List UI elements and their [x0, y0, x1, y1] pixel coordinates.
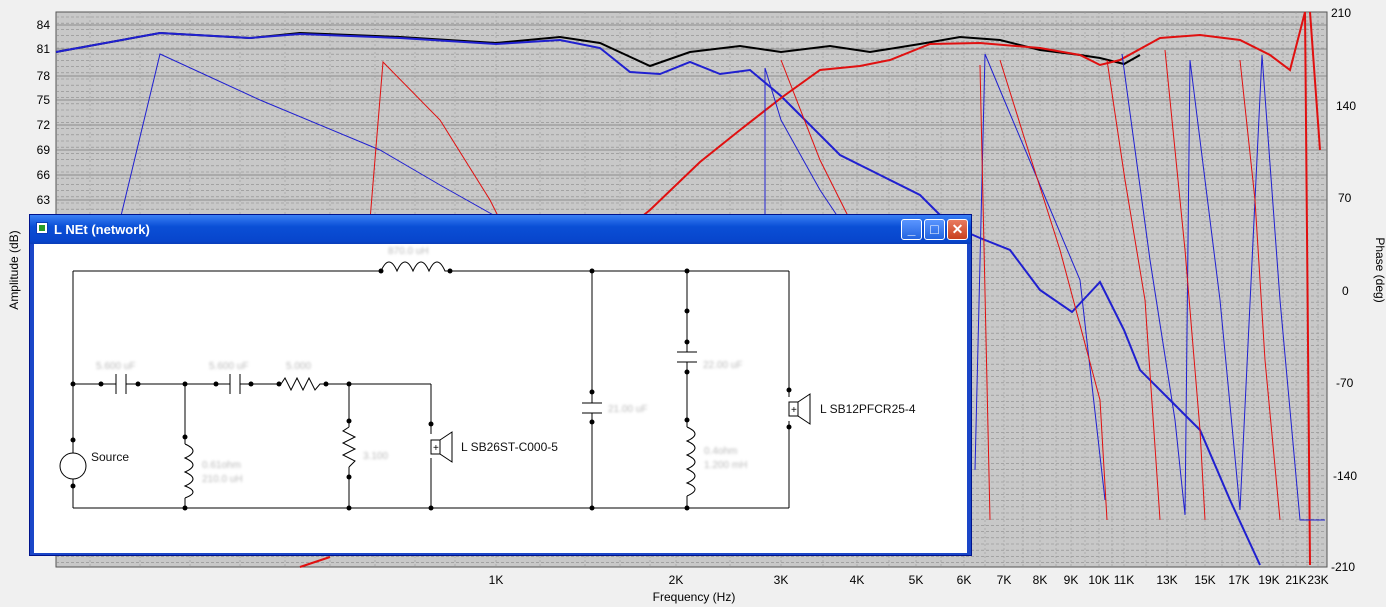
shunt-inductor-value-1: 0.61ohm [202, 460, 241, 471]
response-curves [55, 11, 1325, 568]
series-resistor-symbol[interactable] [280, 376, 324, 392]
frequency-tick: 3K [774, 573, 789, 587]
source-symbol[interactable] [59, 452, 87, 480]
frequency-tick: 6K [957, 573, 972, 587]
phase-tick: 0 [1342, 284, 1349, 298]
notch-capacitor-value: 22.00 uF [703, 360, 742, 371]
notch-inductor-value-1: 0.4ohm [704, 446, 737, 457]
minimize-button[interactable]: _ [901, 219, 922, 240]
amplitude-tick-labels: 84 81 78 75 72 69 66 63 [37, 18, 51, 207]
crossover-schematic: + + Source L S [59, 246, 916, 511]
amplitude-tick: 63 [37, 193, 51, 207]
window-title: L NEt (network) [54, 222, 150, 237]
cap2-value: 5.600 uF [209, 361, 248, 372]
frequency-tick: 11K [1114, 573, 1134, 587]
amplitude-tick: 78 [37, 69, 51, 83]
series-inductor-symbol[interactable] [380, 261, 450, 273]
phase-tick: -140 [1333, 469, 1357, 483]
y-axis-title: Amplitude (dB) [7, 230, 21, 309]
woofer-amplitude-curve [55, 31, 1261, 566]
frequency-tick: 13K [1156, 573, 1177, 587]
tweeter-label: L SB26ST-C000-5 [461, 440, 558, 454]
frequency-tick: 9K [1064, 573, 1079, 587]
wires [72, 270, 790, 509]
phase-tick: 140 [1336, 99, 1356, 113]
amplitude-tick: 75 [37, 93, 51, 107]
frequency-tick-labels: 1K 2K 3K 4K 5K 6K 7K 8K 9K 10K 11K 13K 1… [489, 573, 1329, 587]
series-resistor-value: 5.000 [286, 361, 311, 372]
amplitude-tick: 69 [37, 143, 51, 157]
frequency-tick: 7K [997, 573, 1012, 587]
cap1-value: 5.600 uF [96, 361, 135, 372]
shunt-resistor-value: 3.100 [363, 451, 388, 462]
close-button[interactable]: ✕ [947, 219, 968, 240]
series-inductor-value: 870.0 uH [388, 246, 429, 257]
shunt-capacitor-value: 21.00 uF [608, 404, 647, 415]
amplitude-tick: 66 [37, 168, 51, 182]
source-label: Source [91, 450, 129, 464]
notch-inductor-value-2: 1.200 mH [704, 460, 747, 471]
window-titlebar[interactable]: L NEt (network) _ □ ✕ [30, 215, 971, 244]
frequency-tick: 17K [1228, 573, 1249, 587]
phase-tick: 210 [1331, 6, 1351, 20]
amplitude-tick: 81 [37, 42, 51, 56]
schematic-canvas[interactable]: + + Source L S [34, 244, 967, 553]
amplitude-tick: 84 [37, 18, 51, 32]
woofer-plus-sign: + [791, 405, 797, 416]
shunt-inductor-value-2: 210.0 uH [202, 474, 243, 485]
frequency-tick: 19K [1258, 573, 1279, 587]
amplitude-tick: 72 [37, 118, 51, 132]
frequency-tick: 15K [1194, 573, 1215, 587]
shunt-resistor-symbol[interactable] [341, 426, 357, 468]
series-capacitor-2-symbol[interactable] [229, 374, 241, 394]
frequency-tick: 5K [909, 573, 924, 587]
notch-inductor-symbol[interactable] [685, 426, 696, 497]
frequency-tick: 4K [850, 573, 865, 587]
frequency-tick: 23K [1307, 573, 1328, 587]
woofer-phase-curve [119, 53, 1325, 521]
frequency-tick: 8K [1033, 573, 1048, 587]
phase-tick: 70 [1338, 191, 1352, 205]
phase-tick: -70 [1336, 376, 1354, 390]
phase-tick-labels: 210 140 70 0 -70 -140 -210 [1331, 6, 1357, 574]
series-capacitor-1-symbol[interactable] [115, 374, 127, 394]
app-icon[interactable] [36, 222, 48, 234]
network-window[interactable]: L NEt (network) _ □ ✕ [29, 214, 972, 556]
shunt-inductor-symbol[interactable] [183, 443, 194, 499]
tweeter-speaker-icon[interactable] [430, 431, 453, 463]
shunt-capacitor-symbol[interactable] [582, 402, 602, 414]
frequency-tick: 1K [489, 573, 504, 587]
tweeter-amplitude-curve [299, 11, 1321, 568]
woofer-speaker-icon[interactable] [788, 393, 811, 425]
x-axis-title: Frequency (Hz) [653, 590, 736, 604]
maximize-button[interactable]: □ [924, 219, 945, 240]
woofer-label: L SB12PFCR25-4 [820, 402, 916, 416]
phase-tick: -210 [1331, 560, 1355, 574]
tweeter-plus-sign: + [433, 443, 439, 454]
notch-capacitor-symbol[interactable] [677, 351, 697, 363]
phase-axis-title: Phase (deg) [1373, 237, 1386, 302]
frequency-tick: 21K [1285, 573, 1306, 587]
junction-dots [70, 268, 792, 511]
tweeter-phase-curve [369, 49, 1281, 521]
frequency-tick: 10K [1088, 573, 1109, 587]
frequency-tick: 2K [669, 573, 684, 587]
